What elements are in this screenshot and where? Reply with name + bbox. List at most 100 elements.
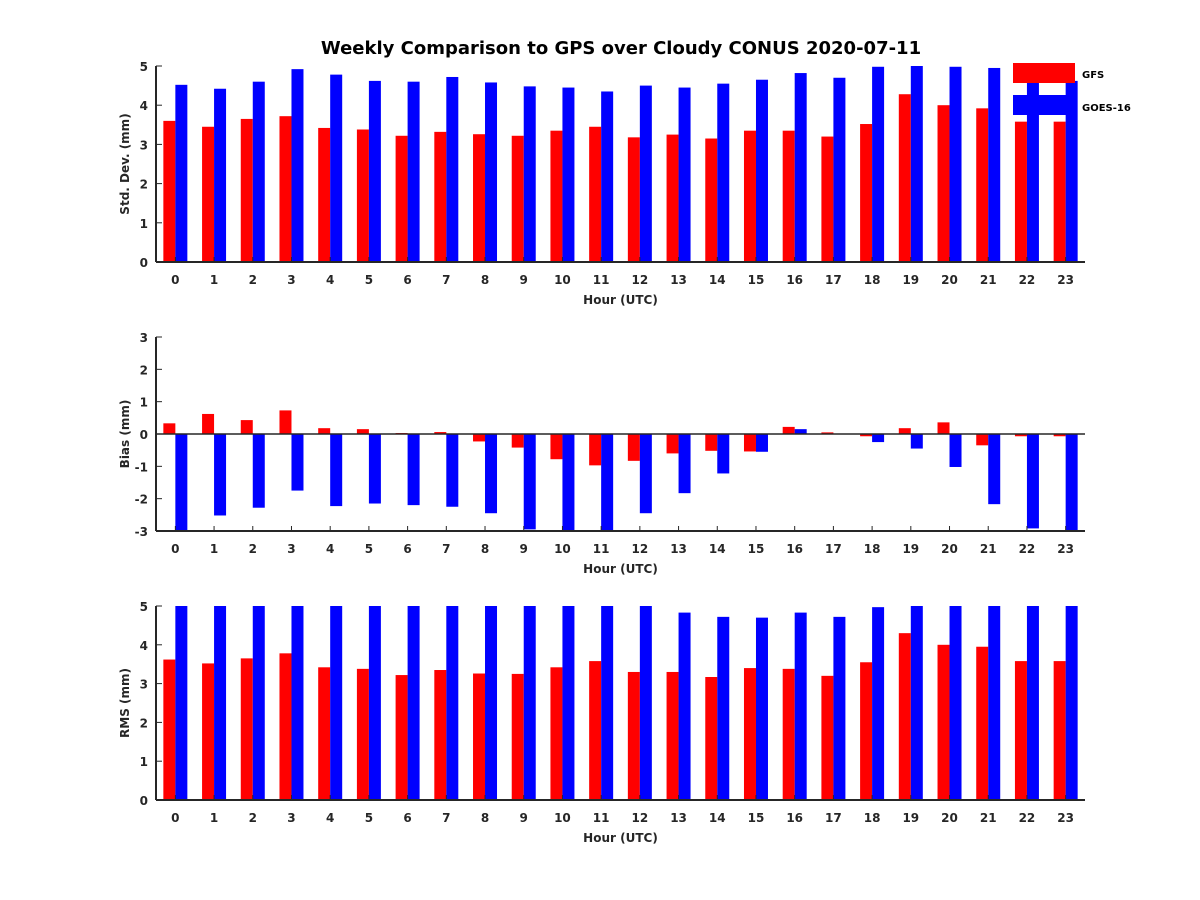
x-tick-label: 19 (902, 273, 919, 287)
bar-gfs-4 (318, 667, 331, 800)
bar-goes-16-8 (485, 82, 498, 263)
bar-gfs-23 (1053, 121, 1066, 262)
chart-title: Weekly Comparison to GPS over Cloudy CON… (321, 38, 921, 59)
y-tick-label: 4 (140, 639, 148, 653)
bar-goes-16-3 (291, 434, 304, 491)
bar-gfs-14 (705, 677, 718, 800)
bar-gfs-22 (1014, 121, 1027, 262)
bar-gfs-1 (202, 413, 215, 434)
x-tick-label: 10 (554, 811, 571, 825)
x-tick-label: 20 (941, 542, 958, 556)
y-axis-label: RMS (mm) (118, 668, 132, 738)
x-tick-label: 10 (554, 273, 571, 287)
y-tick-label: 1 (140, 755, 148, 769)
bar-gfs-6 (395, 675, 408, 800)
bar-goes-16-5 (368, 80, 381, 263)
bar-gfs-20 (937, 644, 950, 800)
bar-goes-16-7 (446, 76, 459, 262)
bar-gfs-21 (976, 646, 989, 800)
bar-gfs-18 (860, 434, 873, 437)
bar-goes-16-10 (562, 87, 575, 262)
y-tick-label: 3 (140, 331, 148, 345)
bar-goes-16-2 (252, 81, 265, 263)
x-tick-label: 22 (1019, 542, 1036, 556)
legend-label-gfs: GFS (1082, 70, 1104, 81)
y-tick-label: 0 (140, 428, 148, 442)
bar-gfs-0 (163, 423, 176, 434)
bar-gfs-1 (202, 663, 215, 800)
legend-label-goes-16: GOES-16 (1082, 103, 1131, 114)
x-tick-label: 7 (442, 273, 450, 287)
bar-gfs-15 (743, 434, 756, 452)
bar-goes-16-1 (214, 434, 227, 516)
bar-gfs-3 (279, 410, 292, 434)
x-axis-label: Hour (UTC) (583, 562, 658, 576)
y-tick-label: 4 (140, 99, 148, 113)
bar-gfs-2 (240, 118, 253, 262)
x-tick-label: 21 (980, 542, 997, 556)
bar-gfs-19 (898, 428, 911, 434)
bar-gfs-20 (937, 105, 950, 262)
bar-gfs-8 (473, 434, 486, 442)
bar-gfs-0 (163, 120, 176, 262)
x-tick-label: 1 (210, 542, 218, 556)
bar-gfs-7 (434, 670, 447, 800)
bar-goes-16-12 (639, 85, 652, 262)
bar-goes-16-18 (872, 607, 885, 800)
y-axis-label: Bias (mm) (118, 400, 132, 469)
bar-goes-16-16 (794, 612, 807, 800)
bar-gfs-14 (705, 434, 718, 451)
bar-gfs-5 (356, 668, 369, 800)
bar-gfs-19 (898, 633, 911, 800)
x-tick-label: 21 (980, 811, 997, 825)
bar-gfs-7 (434, 432, 447, 434)
x-tick-label: 11 (593, 542, 610, 556)
bar-gfs-1 (202, 126, 215, 262)
y-tick-label: 3 (140, 138, 148, 152)
bar-goes-16-9 (523, 86, 536, 262)
x-tick-label: 2 (249, 542, 257, 556)
x-tick-label: 11 (593, 811, 610, 825)
y-tick-label: 2 (140, 363, 148, 377)
y-axis-label: Std. Dev. (mm) (118, 113, 132, 214)
x-tick-label: 5 (365, 273, 373, 287)
bar-goes-16-19 (910, 434, 923, 449)
x-tick-label: 2 (249, 811, 257, 825)
x-tick-label: 10 (554, 542, 571, 556)
x-tick-label: 18 (864, 273, 881, 287)
bar-gfs-14 (705, 138, 718, 262)
x-tick-label: 5 (365, 811, 373, 825)
bar-gfs-18 (860, 124, 873, 263)
bar-goes-16-22 (1026, 79, 1039, 262)
bar-gfs-19 (898, 94, 911, 262)
bar-gfs-12 (627, 671, 640, 800)
bar-goes-16-20 (949, 434, 962, 467)
bar-goes-16-5 (368, 434, 381, 504)
x-tick-label: 4 (326, 811, 334, 825)
bar-gfs-11 (589, 126, 602, 262)
x-tick-label: 14 (709, 811, 726, 825)
x-tick-label: 12 (632, 811, 649, 825)
x-tick-label: 0 (171, 542, 179, 556)
y-tick-label: -1 (135, 460, 148, 474)
bar-goes-16-11 (601, 91, 614, 262)
x-tick-label: 13 (670, 542, 687, 556)
x-tick-label: 7 (442, 542, 450, 556)
bar-gfs-21 (976, 108, 989, 262)
bar-goes-16-6 (407, 606, 420, 800)
x-tick-label: 2 (249, 273, 257, 287)
bar-gfs-22 (1014, 661, 1027, 800)
bar-gfs-9 (511, 135, 524, 262)
x-tick-label: 3 (287, 811, 295, 825)
y-tick-label: 0 (140, 794, 148, 808)
bar-goes-16-22 (1026, 434, 1039, 529)
x-tick-label: 9 (520, 273, 528, 287)
x-tick-label: 16 (786, 273, 803, 287)
bar-goes-16-23 (1065, 80, 1078, 263)
y-tick-label: 2 (140, 716, 148, 730)
bar-gfs-13 (666, 134, 679, 262)
bar-goes-16-7 (446, 606, 459, 800)
bar-goes-16-18 (872, 66, 885, 262)
bar-goes-16-21 (988, 606, 1001, 800)
bar-gfs-8 (473, 134, 486, 262)
